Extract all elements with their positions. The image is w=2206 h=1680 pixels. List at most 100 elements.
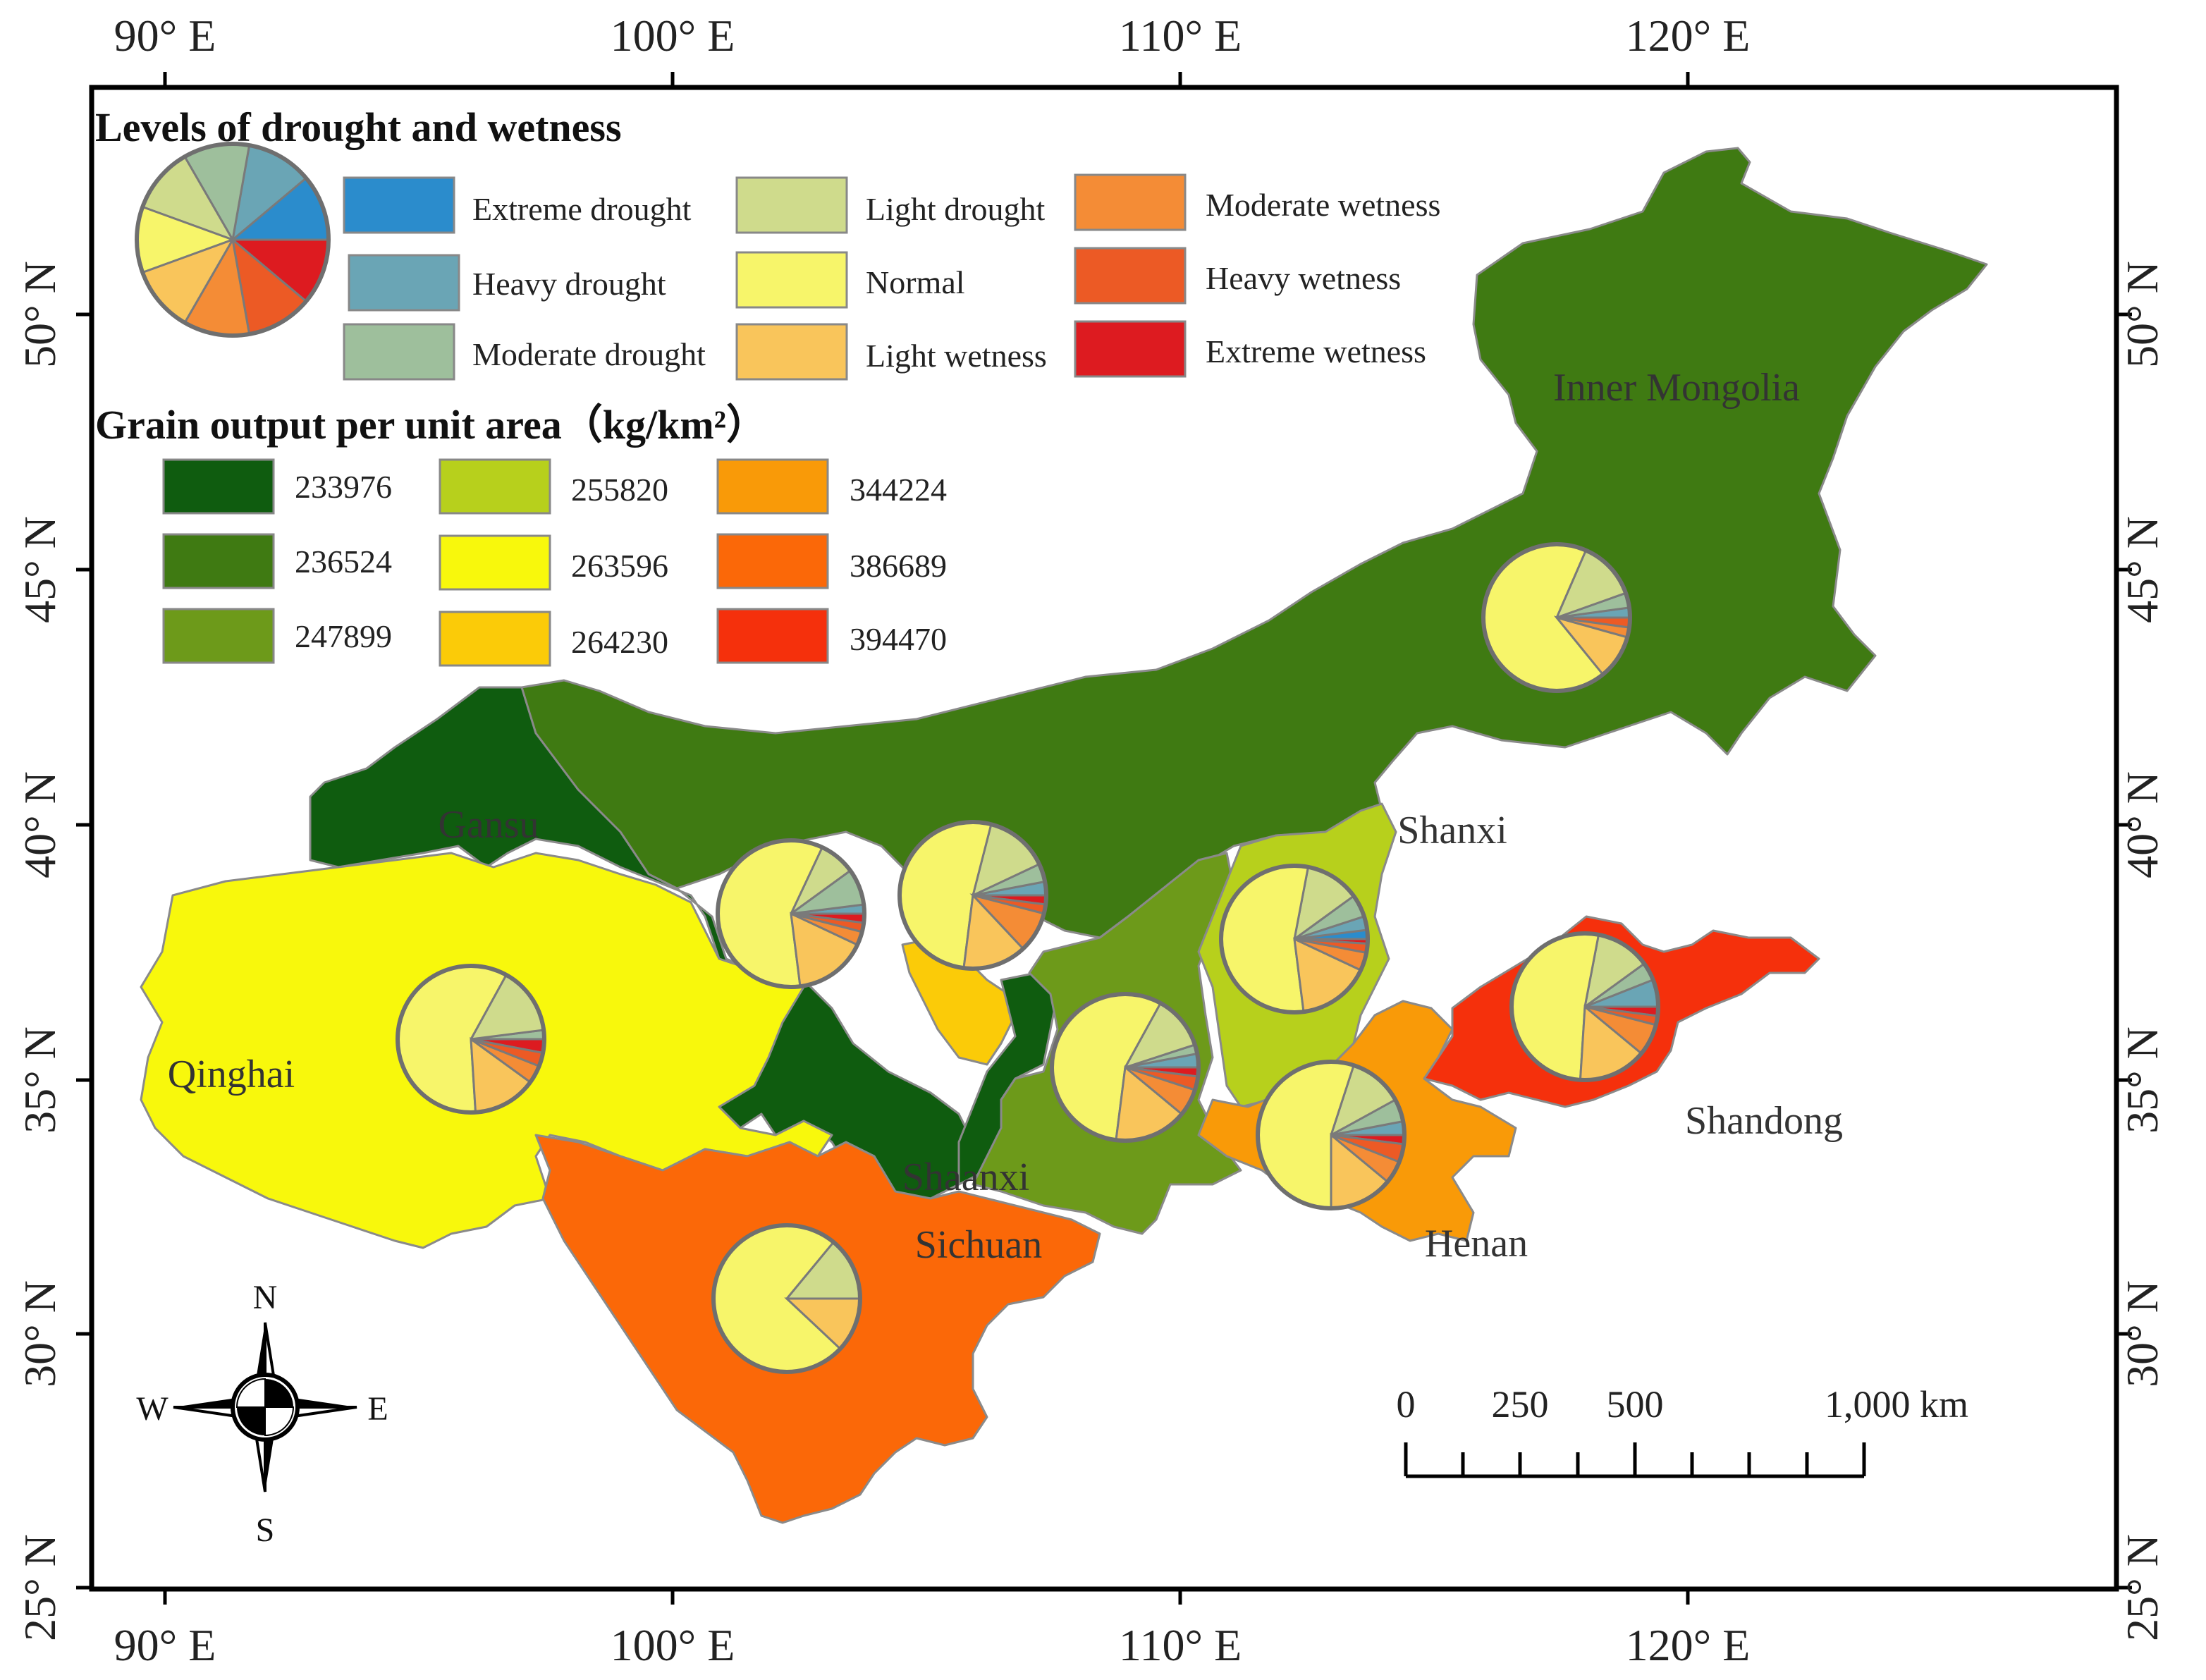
lat-label-right-30: 30° N <box>2117 1280 2167 1387</box>
lat-label-left-40: 40° N <box>15 771 65 878</box>
pie-shandong-pie <box>1509 931 1660 1082</box>
drought-legend-title: Levels of drought and wetness <box>95 104 622 150</box>
lon-ticks <box>163 72 1690 1605</box>
swatch-grain-8 <box>716 608 829 664</box>
lat-label-right-45: 45° N <box>2117 516 2167 623</box>
grain-label-0: 233976 <box>295 469 392 505</box>
pie-inner-mongolia-pie <box>1481 542 1632 693</box>
label-sichuan: Sichuan <box>915 1223 1042 1267</box>
grain-legend-items: 233976 236524 247899 255820 263596 26423… <box>162 458 947 667</box>
pie-sichuan-pie-outline <box>711 1223 862 1374</box>
label-shaanxi: Shaanxi <box>902 1155 1029 1199</box>
pie-qinghai-pie <box>396 964 546 1115</box>
lat-label-right-35: 35° N <box>2117 1026 2167 1134</box>
swatch-grain-1 <box>162 533 275 589</box>
pie-gansu-pie-outline <box>716 838 866 989</box>
lon-label-bottom-100: 100° E <box>611 1620 735 1670</box>
label-inner-mongolia: Inner Mongolia <box>1553 366 1800 410</box>
swatch-light-drought <box>735 176 848 234</box>
pie-shanxi-pie-outline <box>1219 864 1370 1014</box>
legend-extreme-drought: Extreme drought <box>472 191 692 227</box>
legend-moderate-wetness: Moderate wetness <box>1206 187 1440 223</box>
label-gansu: Gansu <box>438 803 539 847</box>
legend-heavy-wetness: Heavy wetness <box>1206 260 1401 296</box>
pie-sichuan-pie <box>711 1223 862 1374</box>
compass-quadrant-ne <box>265 1379 293 1407</box>
swatch-heavy-drought <box>348 254 460 312</box>
swatch-moderate-wetness <box>1074 173 1187 231</box>
legend-pie <box>135 142 331 338</box>
grain-label-5: 264230 <box>571 624 668 660</box>
swatch-grain-2 <box>162 608 275 664</box>
pie-qinghai-pie-outline <box>396 964 546 1115</box>
pie-charts <box>396 542 1660 1374</box>
scale-label-0: 0 <box>1397 1383 1416 1425</box>
swatch-extreme-drought <box>343 176 455 234</box>
lon-label-top-110: 110° E <box>1119 11 1242 61</box>
label-shandong: Shandong <box>1685 1099 1843 1143</box>
compass-w: W <box>136 1390 168 1428</box>
swatch-grain-4 <box>439 534 551 591</box>
legend-heavy-drought: Heavy drought <box>472 266 666 302</box>
grain-label-3: 255820 <box>571 472 668 508</box>
pie-shandong-pie-outline <box>1509 931 1660 1082</box>
grain-label-1: 236524 <box>295 544 392 580</box>
pie-shaanxi-pie <box>1050 992 1201 1143</box>
pie-gansu-pie <box>716 838 866 989</box>
lat-label-left-25: 25° N <box>15 1534 65 1641</box>
lat-label-right-25: 25° N <box>2117 1534 2167 1641</box>
legend-light-drought: Light drought <box>866 191 1045 227</box>
grain-legend-title: Grain output per unit area（kg/km²） <box>95 402 767 448</box>
pie-henan-pie <box>1256 1060 1407 1210</box>
compass-quadrant-sw <box>237 1407 265 1435</box>
lat-label-left-35: 35° N <box>15 1026 65 1134</box>
lon-label-top-120: 120° E <box>1626 11 1751 61</box>
swatch-light-wetness <box>735 323 848 381</box>
legend-moderate-drought: Moderate drought <box>472 336 706 372</box>
scale-label-500: 500 <box>1607 1383 1664 1425</box>
pie-henan-pie-outline <box>1256 1060 1407 1210</box>
swatch-normal <box>735 251 848 309</box>
compass-rose: N S E W <box>136 1279 388 1549</box>
pie-shaanxi-pie-outline <box>1050 992 1201 1143</box>
grain-label-6: 344224 <box>850 472 947 508</box>
swatch-grain-7 <box>716 533 829 589</box>
lon-label-top-90: 90° E <box>114 11 216 61</box>
grain-label-8: 394470 <box>850 621 947 657</box>
lon-label-top-100: 100° E <box>611 11 735 61</box>
grain-label-2: 247899 <box>295 618 392 654</box>
swatch-grain-5 <box>439 611 551 667</box>
compass-e: E <box>367 1390 388 1428</box>
label-shanxi: Shanxi <box>1397 809 1507 852</box>
scale-bar: 0 250 500 1,000 km <box>1397 1383 1968 1478</box>
lon-label-bottom-90: 90° E <box>114 1620 216 1670</box>
grain-label-4: 263596 <box>571 548 668 584</box>
legend-normal: Normal <box>866 264 965 300</box>
drought-legend-items: Extreme drought Heavy drought Moderate d… <box>343 173 1440 381</box>
lon-label-bottom-120: 120° E <box>1626 1620 1751 1670</box>
lat-label-left-30: 30° N <box>15 1280 65 1387</box>
lat-label-right-40: 40° N <box>2117 771 2167 878</box>
lon-label-bottom-110: 110° E <box>1119 1620 1242 1670</box>
swatch-grain-6 <box>716 458 829 515</box>
pie-inner-mongolia-pie-outline <box>1481 542 1632 693</box>
pie-shanxi-pie <box>1219 864 1370 1014</box>
grain-label-7: 386689 <box>850 548 947 584</box>
label-qinghai: Qinghai <box>168 1053 295 1096</box>
scale-label-1000: 1,000 km <box>1825 1383 1968 1425</box>
legend-pie <box>135 142 331 338</box>
pie-ningxia-pie-outline <box>897 820 1048 971</box>
compass-s: S <box>256 1512 275 1549</box>
label-henan: Henan <box>1425 1222 1528 1265</box>
lat-ticks <box>76 312 2132 1590</box>
legend-light-wetness: Light wetness <box>866 338 1047 374</box>
compass-quadrant-nw <box>235 1378 266 1408</box>
lat-label-left-45: 45° N <box>15 516 65 623</box>
swatch-grain-0 <box>162 458 275 515</box>
legend-extreme-wetness: Extreme wetness <box>1206 333 1426 369</box>
pie-ningxia-pie <box>897 820 1048 971</box>
swatch-heavy-wetness <box>1074 247 1187 305</box>
lat-label-right-50: 50° N <box>2117 261 2167 368</box>
swatch-moderate-drought <box>343 323 455 381</box>
